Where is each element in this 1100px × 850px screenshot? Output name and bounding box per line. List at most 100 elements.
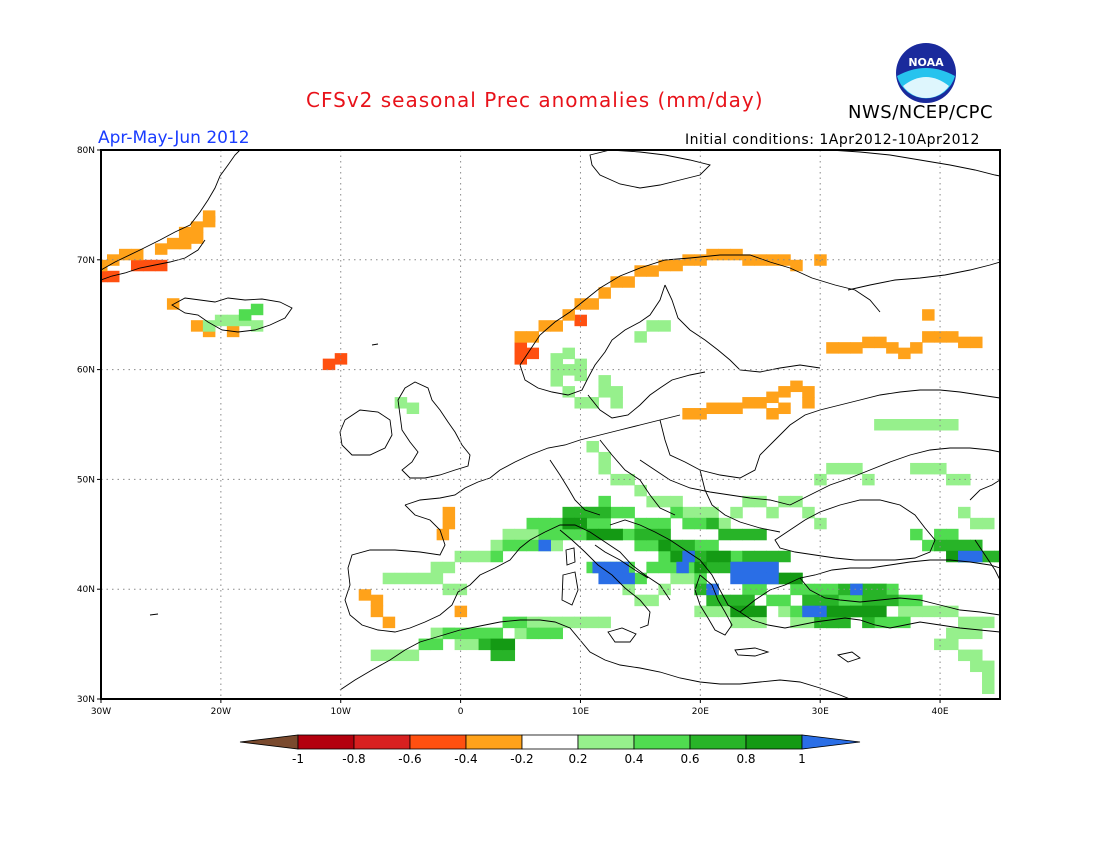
colorbar-label: -0.4: [454, 752, 477, 766]
lon-tick-label: 30W: [91, 707, 111, 717]
anomaly-cell-neg04_neg02: [694, 408, 707, 420]
anomaly-cell-pos02_pos04: [862, 473, 875, 486]
anomaly-cell-neg04_neg02: [754, 397, 767, 409]
anomaly-cell-neg04_neg02: [802, 386, 815, 398]
anomaly-cell-pos02_pos04: [718, 517, 731, 530]
anomaly-cell-neg04_neg02: [101, 259, 108, 272]
anomaly-cell-pos04_pos06: [694, 539, 707, 552]
forecast-period: Apr-May-Jun 2012: [98, 128, 250, 148]
lon-tick-label: 20W: [211, 707, 231, 717]
anomaly-cell-pos08_pos1: [730, 605, 743, 618]
anomaly-cell-pos08_pos1: [610, 528, 623, 541]
anomaly-cell-pos02_pos04: [886, 419, 899, 431]
anomaly-cell-gt_pos1: [958, 550, 971, 563]
anomaly-cell-pos02_pos04: [586, 397, 599, 409]
anomaly-cell-neg04_neg02: [706, 248, 719, 261]
anomaly-cell-neg04_neg02: [190, 221, 204, 233]
anomaly-cell-pos02_pos04: [814, 473, 827, 486]
anomaly-cell-pos04_pos06: [574, 528, 587, 541]
anomaly-cell-pos06_pos08: [814, 616, 827, 629]
anomaly-cell-pos02_pos04: [934, 419, 947, 431]
anomaly-cell-neg04_neg02: [370, 605, 384, 618]
anomaly-cell-pos04_pos06: [586, 517, 599, 530]
anomaly-cell-pos02_pos04: [910, 419, 923, 431]
anomaly-cell-pos02_pos04: [790, 616, 803, 629]
anomaly-cell-neg04_neg02: [682, 408, 695, 420]
anomaly-cell-pos02_pos04: [838, 462, 851, 475]
anomaly-cell-pos02_pos04: [958, 473, 971, 486]
anomaly-cell-pos02_pos04: [946, 638, 959, 651]
anomaly-cell-pos06_pos08: [874, 583, 887, 596]
anomaly-cell-pos08_pos1: [562, 517, 575, 530]
anomaly-cell-pos06_pos08: [826, 616, 839, 629]
anomaly-cell-neg04_neg02: [922, 331, 935, 343]
anomaly-cell-gt_pos1: [676, 561, 689, 574]
anomaly-cell-gt_pos1: [592, 561, 605, 574]
colorbar-swatch: [689, 734, 747, 750]
anomaly-cell-gt_pos1: [754, 561, 767, 574]
lat-tick-label: 70N: [77, 256, 95, 266]
anomaly-cell-pos02_pos04: [406, 572, 420, 585]
lon-tick-labels: 30W 20W 10W 0 10E 20E 30E 40E: [91, 699, 949, 717]
anomaly-cell-pos04_pos06: [562, 528, 575, 541]
anomaly-cell-neg04_neg02: [358, 589, 372, 601]
anomaly-cell-pos02_pos04: [550, 539, 563, 552]
colorbar-label: -0.2: [510, 752, 533, 766]
anomaly-cell-pos02_pos04: [826, 462, 839, 475]
anomaly-cell-pos02_pos04: [658, 583, 671, 596]
anomaly-cell-pos08_pos1: [838, 605, 851, 618]
anomaly-cell-pos06_pos08: [826, 594, 839, 607]
anomaly-cell-pos04_pos06: [550, 517, 563, 530]
anomaly-cell-pos04_pos06: [934, 528, 947, 541]
anomaly-cell-pos02_pos04: [574, 616, 587, 629]
anomaly-cells: [101, 210, 1000, 695]
anomaly-cell-pos04_pos06: [466, 627, 480, 640]
anomaly-cell-pos02_pos04: [454, 583, 468, 596]
anomaly-cell-neg04_neg02: [166, 237, 180, 250]
anomaly-cell-pos02_pos04: [970, 517, 983, 530]
anomaly-cell-neg04_neg02: [526, 331, 540, 343]
anomaly-cell-neg04_neg02: [118, 248, 132, 261]
anomaly-cell-gt_pos1: [742, 572, 755, 585]
anomaly-cell-pos04_pos06: [898, 594, 911, 607]
anomaly-cell-neg06_neg04: [142, 259, 156, 272]
anomaly-cell-neg04_neg02: [862, 336, 875, 349]
anomaly-cell-pos04_pos06: [910, 594, 923, 607]
colorbar-swatch: [297, 734, 355, 750]
noaa-logo-text: NOAA: [908, 56, 944, 69]
lon-tick-label: 20E: [692, 707, 709, 717]
anomaly-cell-neg06_neg04: [322, 358, 336, 371]
anomaly-cell-neg06_neg04: [526, 347, 540, 360]
anomaly-cell-pos02_pos04: [430, 561, 444, 574]
anomaly-cell-pos02_pos04: [742, 495, 755, 508]
anomaly-cell-neg04_neg02: [922, 309, 935, 321]
anomaly-cell-neg06_neg04: [101, 270, 108, 283]
anomaly-cell-pos02_pos04: [598, 462, 611, 475]
anomaly-cell-pos04_pos06: [730, 550, 743, 563]
anomaly-cell-pos02_pos04: [754, 495, 767, 508]
anomaly-cell-gt_pos1: [622, 572, 635, 585]
anomaly-cell-pos02_pos04: [466, 550, 480, 563]
anomaly-cell-neg04_neg02: [178, 226, 192, 239]
anomaly-cell-pos02_pos04: [682, 572, 695, 585]
anomaly-cell-pos02_pos04: [670, 572, 683, 585]
anomaly-cell-pos06_pos08: [982, 550, 995, 563]
anomaly-cell-pos04_pos06: [910, 528, 923, 541]
anomaly-cell-pos02_pos04: [682, 506, 695, 519]
anomaly-cell-neg04_neg02: [790, 380, 803, 393]
anomaly-cell-pos02_pos04: [658, 495, 671, 508]
anomaly-cell-pos02_pos04: [610, 386, 623, 398]
anomaly-cell-pos04_pos06: [778, 594, 791, 607]
anomaly-cell-neg04_neg02: [802, 397, 815, 409]
anomaly-cell-gt_pos1: [754, 572, 767, 585]
anomaly-cell-pos06_pos08: [718, 594, 731, 607]
anomaly-cell-neg04_neg02: [874, 336, 887, 349]
anomaly-cell-pos02_pos04: [394, 397, 408, 409]
anomaly-cell-pos02_pos04: [406, 649, 420, 662]
anomaly-cell-pos02_pos04: [406, 402, 420, 415]
anomaly-cell-pos02_pos04: [982, 682, 995, 695]
anomaly-cell-pos08_pos1: [490, 638, 504, 651]
anomaly-cell-pos02_pos04: [898, 605, 911, 618]
anomaly-cell-neg04_neg02: [706, 402, 719, 415]
anomaly-cell-pos02_pos04: [418, 572, 432, 585]
